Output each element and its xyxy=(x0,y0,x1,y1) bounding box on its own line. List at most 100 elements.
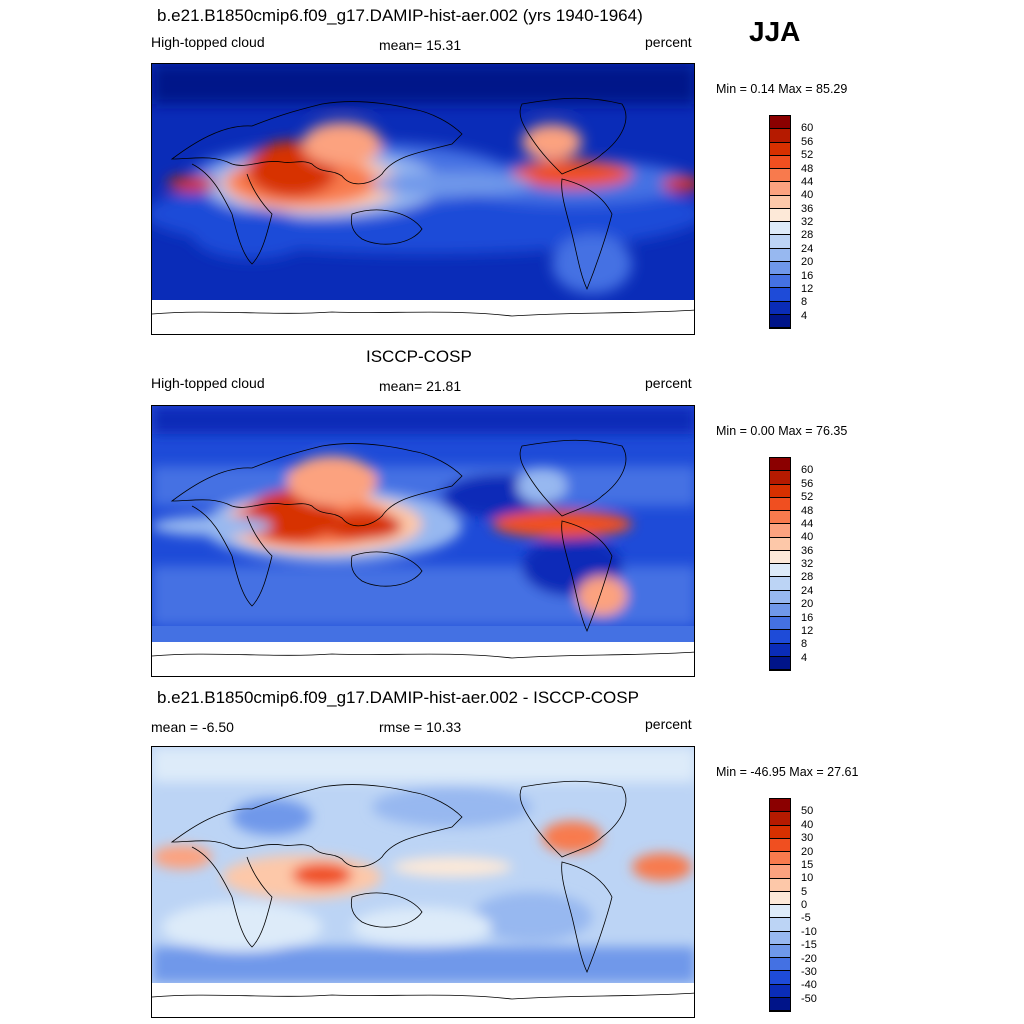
panel-1-colorbar-label: 60 xyxy=(801,122,814,135)
panel-1-colorbar-label: 20 xyxy=(801,256,814,269)
panel-3-colorbar-label: -50 xyxy=(801,992,817,1005)
panel-3-colorbar-label: 30 xyxy=(801,832,814,845)
colorbar-swatch xyxy=(770,497,790,511)
panel-2-colorbar-label: 40 xyxy=(801,531,814,544)
colorbar-swatch xyxy=(770,577,790,591)
panel-3-title: b.e21.B1850cmip6.f09_g17.DAMIP-hist-aer.… xyxy=(157,688,639,707)
colorbar-swatch xyxy=(770,129,790,143)
panel-2-colorbar-label: 20 xyxy=(801,598,814,611)
colorbar-swatch xyxy=(770,643,790,657)
colorbar-swatch xyxy=(770,812,790,826)
colorbar-swatch xyxy=(770,511,790,525)
colorbar-swatch xyxy=(770,222,790,236)
panel-2-units-label: percent xyxy=(645,375,692,391)
colorbar-swatch xyxy=(770,458,790,472)
panel-1-minmax: Min = 0.14 Max = 85.29 xyxy=(716,82,848,96)
colorbar-swatch xyxy=(770,524,790,538)
panel-3-colorbar-label: 0 xyxy=(801,899,808,911)
colorbar-swatch xyxy=(770,997,790,1011)
panel-1-colorbar-label: 4 xyxy=(801,309,808,322)
colorbar-swatch xyxy=(770,155,790,169)
panel-3-colorbar-label: -5 xyxy=(801,912,811,925)
panel-1-title: b.e21.B1850cmip6.f09_g17.DAMIP-hist-aer.… xyxy=(157,6,643,25)
panel-3-colorbar-label: -15 xyxy=(801,939,817,952)
colorbar-swatch xyxy=(770,931,790,945)
colorbar-swatch xyxy=(770,603,790,617)
panel-3-colorbar-label: -10 xyxy=(801,925,817,938)
panel-2-colorbar-label: 44 xyxy=(801,517,814,530)
panel-3-colorbar-label: -40 xyxy=(801,979,817,992)
panel-3-colorbar-label: 15 xyxy=(801,858,814,871)
colorbar-swatch xyxy=(770,537,790,551)
panel-1-colorbar xyxy=(769,115,791,329)
panel-3-minmax: Min = -46.95 Max = 27.61 xyxy=(716,765,859,779)
colorbar-swatch xyxy=(770,314,790,328)
colorbar-swatch xyxy=(770,484,790,498)
colorbar-swatch xyxy=(770,971,790,985)
colorbar-swatch xyxy=(770,656,790,670)
colorbar-swatch xyxy=(770,288,790,302)
panel-3-colorbar-label: -30 xyxy=(801,965,817,978)
colorbar-swatch xyxy=(770,838,790,852)
colorbar-swatch xyxy=(770,984,790,998)
panel-3-mean-label: mean = -6.50 xyxy=(151,719,234,735)
panel-1-colorbar-label: 16 xyxy=(801,269,814,282)
panel-1-colorbar-label: 28 xyxy=(801,229,814,242)
colorbar-swatch xyxy=(770,169,790,183)
panel-2-colorbar-label: 32 xyxy=(801,558,814,570)
panel-1-colorbar-label: 12 xyxy=(801,282,814,295)
panel-3-colorbar-label: 20 xyxy=(801,845,814,858)
colorbar-swatch xyxy=(770,195,790,209)
colorbar-swatch xyxy=(770,799,790,813)
panel-2-colorbar-label: 48 xyxy=(801,504,814,517)
colorbar-swatch xyxy=(770,235,790,249)
colorbar-swatch xyxy=(770,471,790,485)
panel-1-colorbar-label: 52 xyxy=(801,149,814,162)
colorbar-swatch xyxy=(770,905,790,919)
panel-2-colorbar-label: 60 xyxy=(801,464,814,477)
panel-3-colorbar xyxy=(769,798,791,1012)
panel-2-colorbar-label: 36 xyxy=(801,544,814,557)
panel-2-colorbar-label: 24 xyxy=(801,584,814,597)
colorbar-swatch xyxy=(770,878,790,892)
panel-2-map xyxy=(151,405,695,677)
colorbar-swatch xyxy=(770,261,790,275)
colorbar-swatch xyxy=(770,891,790,905)
panel-3-colorbar-label: 50 xyxy=(801,805,814,818)
panel-2-colorbar-label: 56 xyxy=(801,477,814,490)
panel-1-colorbar-label: 40 xyxy=(801,189,814,202)
panel-1-map xyxy=(151,63,695,335)
panel-1-mean-label: mean= 15.31 xyxy=(379,37,462,53)
panel-3-units-label: percent xyxy=(645,716,692,732)
colorbar-swatch xyxy=(770,208,790,222)
panel-2-colorbar-label: 52 xyxy=(801,491,814,504)
colorbar-swatch xyxy=(770,301,790,315)
season-label: JJA xyxy=(749,16,801,47)
panel-3-map xyxy=(151,746,695,1018)
panel-2-minmax: Min = 0.00 Max = 76.35 xyxy=(716,424,848,438)
panel-1-colorbar-label: 48 xyxy=(801,162,814,175)
colorbar-swatch xyxy=(770,630,790,644)
panel-3-colorbar-label: -20 xyxy=(801,952,817,965)
panel-1-colorbar-label: 44 xyxy=(801,175,814,188)
colorbar-swatch xyxy=(770,182,790,196)
panel-1-units-label: percent xyxy=(645,34,692,50)
panel-2-colorbar-label: 8 xyxy=(801,638,808,651)
panel-2-colorbar xyxy=(769,457,791,671)
colorbar-swatch xyxy=(770,918,790,932)
panel-2-colorbar-label: 12 xyxy=(801,624,814,637)
colorbar-swatch xyxy=(770,825,790,839)
panel-2-colorbar-label: 16 xyxy=(801,611,814,624)
panel-1-colorbar-label: 8 xyxy=(801,296,808,309)
panel-3-colorbar-label: 10 xyxy=(801,872,814,885)
panel-1-colorbar-label: 32 xyxy=(801,216,814,228)
colorbar-swatch xyxy=(770,958,790,972)
panel-2-title: ISCCP-COSP xyxy=(366,347,472,366)
panel-1-colorbar-label: 24 xyxy=(801,242,814,255)
colorbar-swatch xyxy=(770,564,790,578)
panel-2-colorbar-label: 4 xyxy=(801,651,808,664)
panel-1-variable-label: High-topped cloud xyxy=(151,34,265,50)
panel-3-colorbar-label: 40 xyxy=(801,818,814,831)
colorbar-swatch xyxy=(770,944,790,958)
colorbar-swatch xyxy=(770,275,790,289)
